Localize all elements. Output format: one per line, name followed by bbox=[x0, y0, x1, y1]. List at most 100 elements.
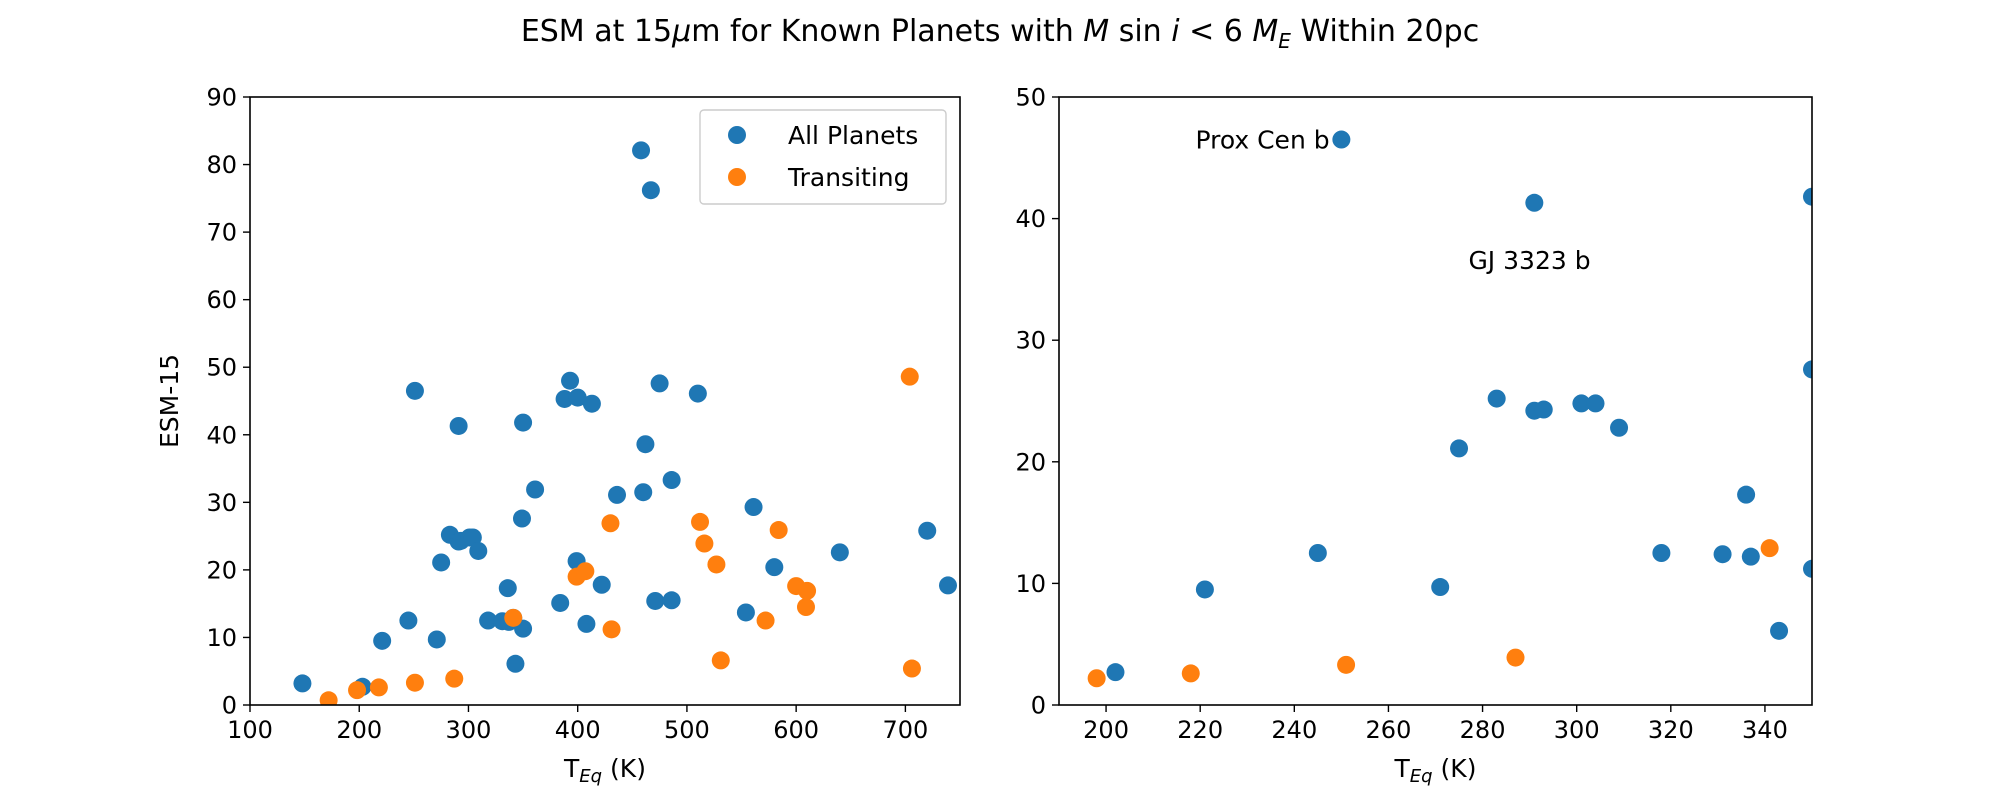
left-points bbox=[293, 141, 957, 705]
legend-entry-label: All Planets bbox=[788, 121, 918, 150]
figure-title: ESM at 15μm for Known Planets with M sin… bbox=[520, 14, 1480, 53]
right-points bbox=[1087, 130, 1812, 688]
all-planets-point bbox=[662, 471, 681, 490]
right-scatter-panel: 200 220 240 260 280 300 320 340 0 10 20 30 40 50 TEq (… bbox=[1015, 84, 1813, 787]
all-planets-point bbox=[646, 591, 665, 610]
all-planets-point bbox=[1803, 360, 1812, 379]
all-planets-point bbox=[405, 381, 424, 400]
annotation-label: GJ 3323 b bbox=[1468, 246, 1590, 275]
all-planets-point bbox=[592, 575, 611, 594]
y-tick-label: 90 bbox=[206, 84, 237, 112]
x-tick-label: 500 bbox=[664, 716, 710, 744]
transiting-point bbox=[1760, 539, 1779, 558]
legend-marker bbox=[728, 126, 746, 144]
y-tick-label: 40 bbox=[206, 421, 237, 449]
y-tick-label: 30 bbox=[1015, 327, 1046, 355]
x-tick-label: 400 bbox=[555, 716, 601, 744]
x-tick-label: 260 bbox=[1366, 716, 1412, 744]
transiting-point bbox=[798, 581, 817, 600]
legend-entry-label: Transiting bbox=[787, 163, 909, 192]
all-planets-point bbox=[1586, 394, 1605, 413]
all-planets-point bbox=[1106, 663, 1125, 682]
y-tick-label: 50 bbox=[1015, 84, 1046, 112]
all-planets-point bbox=[632, 141, 651, 160]
y-tick-label: 70 bbox=[206, 219, 237, 247]
x-tick-label: 240 bbox=[1271, 716, 1317, 744]
x-tick-label: 320 bbox=[1648, 716, 1694, 744]
legend-marker bbox=[728, 168, 746, 186]
all-planets-point bbox=[1803, 187, 1812, 206]
all-planets-point bbox=[1431, 578, 1450, 597]
all-planets-point bbox=[636, 435, 655, 454]
transiting-point bbox=[601, 514, 620, 533]
y-tick-label: 20 bbox=[206, 556, 237, 584]
transiting-point bbox=[796, 598, 815, 617]
all-planets-point bbox=[650, 374, 669, 393]
all-planets-point bbox=[373, 631, 392, 650]
all-planets-point bbox=[463, 528, 482, 547]
transiting-point bbox=[1181, 664, 1200, 683]
transiting-point bbox=[576, 562, 595, 581]
all-planets-point bbox=[512, 509, 531, 528]
all-planets-point bbox=[1713, 545, 1732, 564]
y-tick-label: 40 bbox=[1015, 205, 1046, 233]
transiting-point bbox=[756, 611, 775, 630]
transiting-point bbox=[348, 681, 367, 700]
all-planets-point bbox=[662, 591, 681, 610]
all-planets-point bbox=[1487, 389, 1506, 408]
transiting-point bbox=[769, 521, 788, 540]
left-axes-frame bbox=[249, 96, 961, 706]
all-planets-point bbox=[1450, 439, 1469, 458]
all-planets-point bbox=[526, 480, 545, 499]
all-planets-point bbox=[577, 614, 596, 633]
legend-box bbox=[699, 109, 947, 205]
y-tick-label: 20 bbox=[1015, 448, 1046, 476]
all-planets-point bbox=[399, 611, 418, 630]
x-tick-label: 200 bbox=[1083, 716, 1129, 744]
transiting-point bbox=[711, 651, 730, 670]
transiting-point bbox=[900, 367, 919, 386]
transiting-point bbox=[1087, 669, 1106, 688]
all-planets-point bbox=[293, 674, 312, 693]
all-planets-point bbox=[432, 553, 451, 572]
x-tick-label: 200 bbox=[336, 716, 382, 744]
all-planets-point bbox=[551, 593, 570, 612]
transiting-point bbox=[504, 608, 523, 627]
left-x-axis-label: TEq (K) bbox=[563, 754, 646, 787]
y-tick-label: 10 bbox=[206, 624, 237, 652]
all-planets-point bbox=[514, 413, 533, 432]
all-planets-point bbox=[479, 611, 498, 630]
all-planets-point bbox=[1803, 559, 1812, 578]
x-tick-label: 280 bbox=[1460, 716, 1506, 744]
all-planets-point bbox=[582, 394, 601, 413]
right-axes-frame bbox=[1058, 96, 1813, 706]
legend: All Planets Transiting bbox=[699, 109, 947, 205]
all-planets-point bbox=[1332, 130, 1351, 149]
x-tick-label: 100 bbox=[227, 716, 273, 744]
all-planets-point bbox=[427, 630, 446, 649]
y-tick-label: 30 bbox=[206, 489, 237, 517]
transiting-point bbox=[319, 691, 338, 705]
transiting-point bbox=[1506, 648, 1525, 667]
all-planets-point bbox=[608, 485, 627, 504]
all-planets-point bbox=[641, 181, 660, 200]
transiting-point bbox=[405, 673, 424, 692]
all-planets-point bbox=[449, 416, 468, 435]
x-tick-label: 300 bbox=[1554, 716, 1600, 744]
all-planets-point bbox=[736, 603, 755, 622]
all-planets-point bbox=[1610, 418, 1629, 437]
all-planets-point bbox=[1195, 580, 1214, 599]
transiting-point bbox=[695, 534, 714, 553]
all-planets-point bbox=[555, 389, 574, 408]
x-tick-label: 600 bbox=[773, 716, 819, 744]
all-planets-point bbox=[561, 371, 580, 390]
transiting-point bbox=[445, 669, 464, 688]
transiting-point bbox=[691, 512, 710, 531]
transiting-point bbox=[707, 555, 726, 574]
all-planets-point bbox=[765, 558, 784, 577]
all-planets-point bbox=[568, 388, 587, 407]
x-tick-label: 220 bbox=[1177, 716, 1223, 744]
transiting-point bbox=[602, 620, 621, 639]
all-planets-point bbox=[938, 576, 957, 595]
